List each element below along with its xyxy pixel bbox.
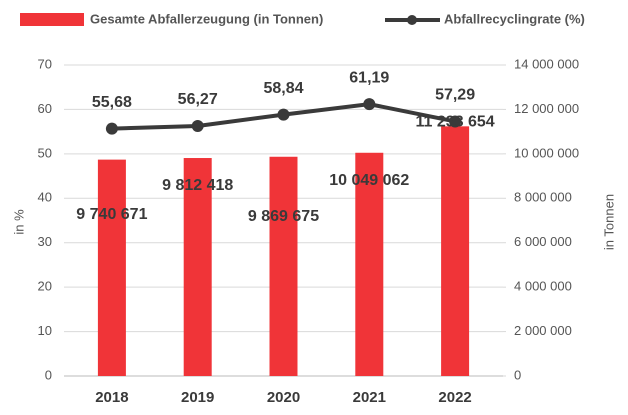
x-tick-label: 2018	[95, 389, 128, 406]
value-label: 10 049 062	[329, 172, 409, 189]
y-tick-label: 70	[38, 56, 52, 71]
x-tick-label: 2021	[353, 389, 386, 406]
y-axis-label: in %	[11, 209, 26, 235]
value-label: 9 812 418	[162, 177, 233, 194]
y-tick-label: 60	[38, 101, 52, 116]
legend-label: Gesamte Abfallerzeugung (in Tonnen)	[90, 11, 323, 26]
y-tick-label: 50	[38, 145, 52, 160]
value-label: 9 740 671	[76, 206, 147, 223]
y-tick-label: 20	[38, 279, 52, 294]
y2-axis-label: in Tonnen	[601, 194, 616, 250]
legend-swatch	[407, 15, 417, 25]
legend-swatch	[20, 13, 84, 26]
y-tick-label: 0	[45, 367, 52, 382]
line-point	[191, 120, 204, 133]
value-label: 58,84	[263, 80, 303, 97]
y2-tick-label: 6 000 000	[514, 234, 572, 249]
y2-tick-label: 12 000 000	[514, 101, 579, 116]
value-label: 56,27	[178, 91, 218, 108]
bar	[183, 158, 212, 376]
line-point	[449, 115, 462, 128]
y2-tick-label: 14 000 000	[514, 56, 579, 71]
value-label: 9 869 675	[248, 208, 319, 225]
x-tick-label: 2019	[181, 389, 214, 406]
value-label: 11 238 654	[415, 114, 494, 131]
value-label: 57,29	[435, 87, 475, 104]
bar	[441, 126, 470, 376]
y-tick-label: 40	[38, 190, 52, 205]
value-label: 61,19	[349, 69, 389, 86]
y-tick-label: 10	[38, 323, 52, 338]
bar	[97, 159, 126, 376]
x-tick-label: 2022	[438, 389, 471, 406]
x-tick-label: 2020	[267, 389, 300, 406]
legend-label: Abfallrecyclingrate (%)	[444, 11, 585, 26]
line-point	[363, 98, 376, 111]
y2-tick-label: 4 000 000	[514, 279, 572, 294]
bar	[269, 156, 298, 376]
bar	[355, 152, 384, 376]
y2-tick-label: 10 000 000	[514, 145, 579, 160]
y2-tick-label: 0	[514, 367, 521, 382]
line-point	[105, 122, 118, 135]
y-tick-label: 30	[38, 234, 52, 249]
value-label: 55,68	[92, 94, 132, 111]
y2-tick-label: 8 000 000	[514, 190, 572, 205]
line-point	[277, 108, 290, 121]
y2-tick-label: 2 000 000	[514, 323, 572, 338]
